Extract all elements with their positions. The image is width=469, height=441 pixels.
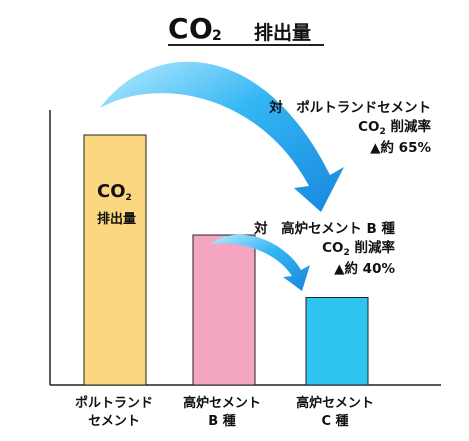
bar-blast-furnace-b (192, 234, 256, 386)
annotation-2-line1: 対 高炉セメント B 種 (254, 221, 395, 237)
annotation-1-line2: CO2 削減率 (358, 119, 431, 137)
annotation-2-line2: CO2 削減率 (322, 240, 395, 258)
in-bar-co2-label: CO2 (97, 181, 132, 203)
annotation-vs-blast-furnace-b: 対 高炉セメント B 種 CO2 削減率 ▲約 40% (254, 220, 395, 279)
reduction-arrow-small (210, 234, 310, 291)
annotation-2-line3: ▲約 40% (334, 261, 395, 277)
annotation-1-line3: ▲約 65% (370, 140, 431, 156)
category-label-blast-furnace-b: 高炉セメント B 種 (183, 396, 261, 429)
title-rest: 排出量 (254, 22, 312, 44)
reduction-arrow-large (100, 61, 344, 213)
category-label-portland: ポルトランド セメント (74, 396, 153, 429)
bar-portland (83, 134, 147, 386)
title-subscript: 2 (212, 28, 222, 44)
bar-blast-furnace-c (305, 297, 369, 386)
in-bar-emission-label: 排出量 (97, 212, 137, 227)
category-label-blast-furnace-c: 高炉セメント C 種 (296, 396, 374, 429)
title-underline (168, 44, 324, 46)
annotation-1-line1: 対 ポルトランドセメント (269, 100, 431, 116)
title-co: CO (168, 12, 214, 45)
annotation-vs-portland: 対 ポルトランドセメント CO2 削減率 ▲約 65% (269, 99, 431, 158)
page-title: CO 2 排出量 (168, 8, 328, 45)
